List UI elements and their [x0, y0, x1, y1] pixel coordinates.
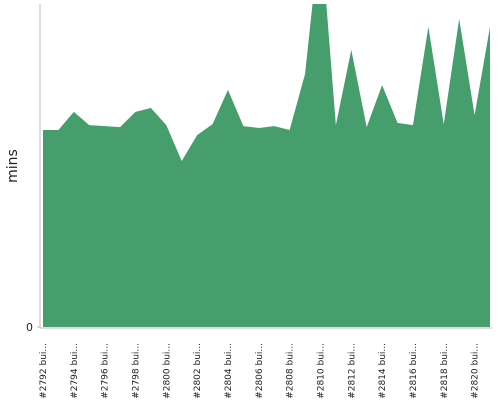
x-tick-label: #2796 bui... [101, 343, 111, 399]
x-tick-label: #2800 bui... [162, 343, 172, 399]
y-tick-label: 0 [26, 321, 33, 334]
x-tick-label: #2804 bui... [224, 343, 234, 399]
x-tick-label: #2802 bui... [193, 343, 203, 399]
x-tick-label: #2808 bui... [286, 343, 296, 399]
y-axis-label: mins [5, 149, 21, 183]
x-tick-label: #2810 bui... [316, 343, 326, 399]
x-tick-label: #2792 bui... [39, 343, 49, 399]
x-tick-label: #2812 bui... [347, 343, 357, 399]
x-tick-label: #2816 bui... [409, 343, 419, 399]
x-tick-label: #2798 bui... [131, 343, 141, 399]
x-tick-label: #2814 bui... [378, 343, 388, 399]
x-tick-label: #2794 bui... [70, 343, 80, 399]
x-tick-label: #2820 bui... [471, 343, 481, 399]
x-tick-label: #2806 bui... [255, 343, 265, 399]
x-tick-label: #2818 bui... [440, 343, 450, 399]
area [43, 4, 490, 327]
